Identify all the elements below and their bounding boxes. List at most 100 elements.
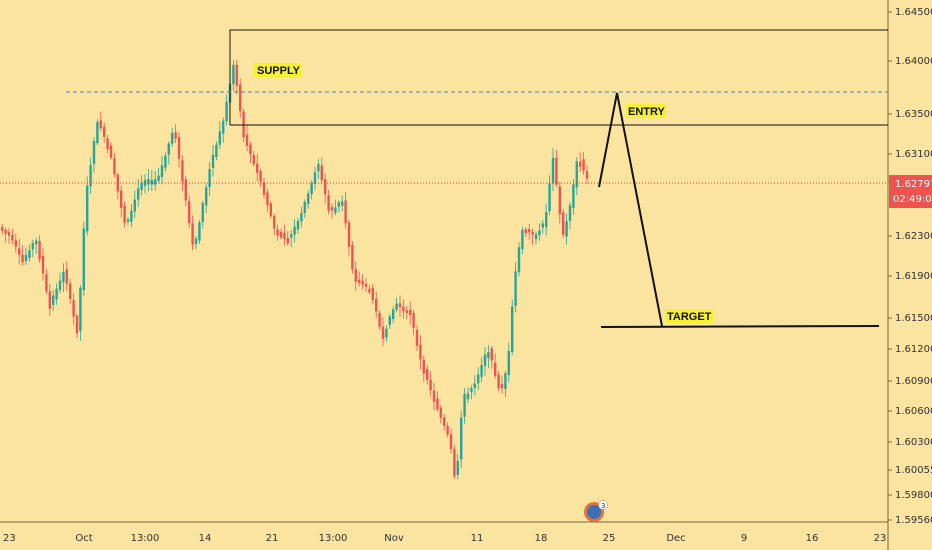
candle-body [286,237,289,244]
x-tick-label: 14 [199,533,212,544]
x-tick-label: 18 [535,533,548,544]
candle-body [344,200,347,224]
candle-body [21,254,24,263]
candle-body [487,352,490,359]
target-line [600,325,880,328]
candle-body [65,269,68,284]
candle-body [358,279,361,284]
candle-body [354,269,357,282]
candle-body [341,201,344,206]
candle-body [514,271,517,306]
candle-body [86,185,89,232]
candle-body [41,256,45,274]
candle-body [480,365,483,377]
price-axis[interactable]: 1.645001.640001.635001.631001.626001.623… [888,7,932,526]
y-tick-label: 1.63100 [895,149,932,160]
events-icon[interactable]: 3 [584,500,608,523]
y-tick-label: 1.59800 [895,490,932,501]
candle-body [385,328,388,338]
y-tick-label: 1.61200 [895,344,932,355]
candle-body [157,175,160,181]
candle-body [164,155,167,168]
projection-path [598,92,663,327]
x-tick-label: 13:00 [131,533,160,544]
candle-body [137,188,140,200]
candle-body [269,203,272,217]
candle-body [545,211,548,228]
x-tick-label: Dec [666,533,685,544]
candle-body [126,219,130,222]
candle-body [460,417,463,460]
candle-body [453,448,456,477]
candle-body [222,120,225,134]
candle-body [324,179,327,195]
candle-body [239,84,242,112]
x-tick-label: 16 [806,533,819,544]
candle-body [177,137,181,159]
candle-body [11,234,14,241]
candle-body [419,344,422,360]
candle-body [52,295,55,305]
y-tick-label: 1.61500 [895,313,932,324]
candle-body [483,354,487,367]
x-tick-label: 11 [471,533,484,544]
svg-text:ENTRY: ENTRY [628,106,666,118]
candle-body [181,160,184,182]
candle-body [412,313,415,328]
candle-body [517,247,521,273]
time-axis[interactable]: 23 Oct 13:00 14 21 13:00 Nov 11 18 25 Dec 9 16 23 [3,533,886,544]
candle-body [293,226,296,235]
y-tick-label: 1.60055 [895,465,932,476]
candle-body [585,171,589,179]
candle-body [256,163,259,173]
candle-body [79,287,82,331]
candle-body [439,407,442,418]
candle-body [262,182,266,195]
candle-body [89,164,92,187]
candle-body [504,373,507,390]
candle-body [429,379,432,391]
candle-body [211,154,215,168]
candle-body [477,374,480,384]
svg-text:TARGET: TARGET [667,311,712,323]
candle-body [4,229,7,234]
candle-body [140,182,143,190]
candle-body [133,199,136,212]
candle-body [160,165,164,177]
candle-body [154,179,157,185]
candle-body [208,169,211,187]
candle-body [541,223,544,228]
supply-label: SUPPLY [254,63,301,77]
candle-body [422,359,425,374]
x-tick-label: 21 [266,533,279,544]
candle-body [494,362,497,376]
candle-body [497,374,500,389]
candle-body [409,309,412,315]
candle-body [575,161,578,188]
candle-body [252,155,255,165]
candle-body [72,300,75,317]
candle-body [531,231,534,235]
candle-body [235,64,238,86]
candle-body [31,242,34,250]
candle-body [96,121,99,144]
candlestick-series [1,59,589,480]
candle-body [330,206,334,211]
y-tick-label: 1.64500 [895,7,932,18]
candle-body [375,298,378,312]
candle-body [368,288,371,293]
candle-body [242,111,245,138]
candle-body [426,368,429,380]
supply-zone-top [229,29,888,125]
candle-body [402,306,405,311]
candle-body [198,222,201,241]
candle-body [320,165,323,181]
candle-body [351,244,354,270]
candle-body [109,145,113,158]
candle-body [130,210,133,222]
candle-body [106,138,109,150]
target-label: TARGET [665,309,713,323]
candle-body [48,291,51,309]
candle-body [18,248,21,255]
